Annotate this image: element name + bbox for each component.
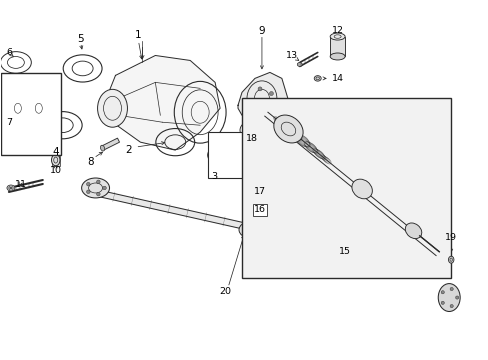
Bar <box>1 73 61 155</box>
Text: 11: 11 <box>15 180 27 189</box>
Ellipse shape <box>329 53 345 60</box>
Text: 12: 12 <box>331 26 343 35</box>
Bar <box>242 98 450 278</box>
Ellipse shape <box>297 62 302 67</box>
Bar <box>52 156 60 166</box>
Text: 16: 16 <box>253 206 265 215</box>
Ellipse shape <box>447 256 453 263</box>
Ellipse shape <box>81 178 109 198</box>
Circle shape <box>449 287 452 291</box>
Text: 5: 5 <box>77 33 84 44</box>
Text: 17: 17 <box>253 188 265 197</box>
Polygon shape <box>102 138 119 150</box>
Ellipse shape <box>314 76 321 81</box>
Text: 1: 1 <box>135 30 142 40</box>
Ellipse shape <box>351 179 371 199</box>
Circle shape <box>269 91 273 95</box>
Circle shape <box>440 301 444 305</box>
Ellipse shape <box>437 284 459 311</box>
Ellipse shape <box>98 89 127 127</box>
Circle shape <box>102 186 106 190</box>
Circle shape <box>449 305 452 308</box>
Text: 9: 9 <box>258 26 264 36</box>
Text: 4: 4 <box>52 147 59 157</box>
Text: 8: 8 <box>87 157 94 167</box>
Text: 10: 10 <box>50 166 61 175</box>
Ellipse shape <box>7 185 15 191</box>
Ellipse shape <box>51 154 60 166</box>
Text: 6: 6 <box>6 48 12 57</box>
Text: 20: 20 <box>219 287 231 296</box>
Circle shape <box>258 87 262 91</box>
Circle shape <box>440 291 444 294</box>
Bar <box>208 132 267 178</box>
Circle shape <box>86 183 90 186</box>
Ellipse shape <box>436 265 445 276</box>
Circle shape <box>96 192 100 196</box>
Polygon shape <box>238 72 287 125</box>
Bar <box>329 37 345 57</box>
Circle shape <box>455 296 458 299</box>
Ellipse shape <box>100 145 104 151</box>
Ellipse shape <box>273 115 303 143</box>
Text: 3: 3 <box>211 171 217 180</box>
Text: 18: 18 <box>245 134 258 143</box>
Circle shape <box>261 106 265 110</box>
Text: 19: 19 <box>444 233 456 242</box>
Circle shape <box>249 100 253 104</box>
Text: 14: 14 <box>331 74 343 83</box>
Ellipse shape <box>329 33 345 40</box>
Text: 15: 15 <box>338 247 350 256</box>
Ellipse shape <box>239 222 261 238</box>
Ellipse shape <box>405 223 421 239</box>
Circle shape <box>96 180 100 184</box>
Polygon shape <box>92 189 447 275</box>
Text: 13: 13 <box>285 51 297 60</box>
Polygon shape <box>105 55 220 150</box>
Text: 7: 7 <box>6 118 12 127</box>
Text: 2: 2 <box>125 145 131 155</box>
Circle shape <box>86 190 90 194</box>
